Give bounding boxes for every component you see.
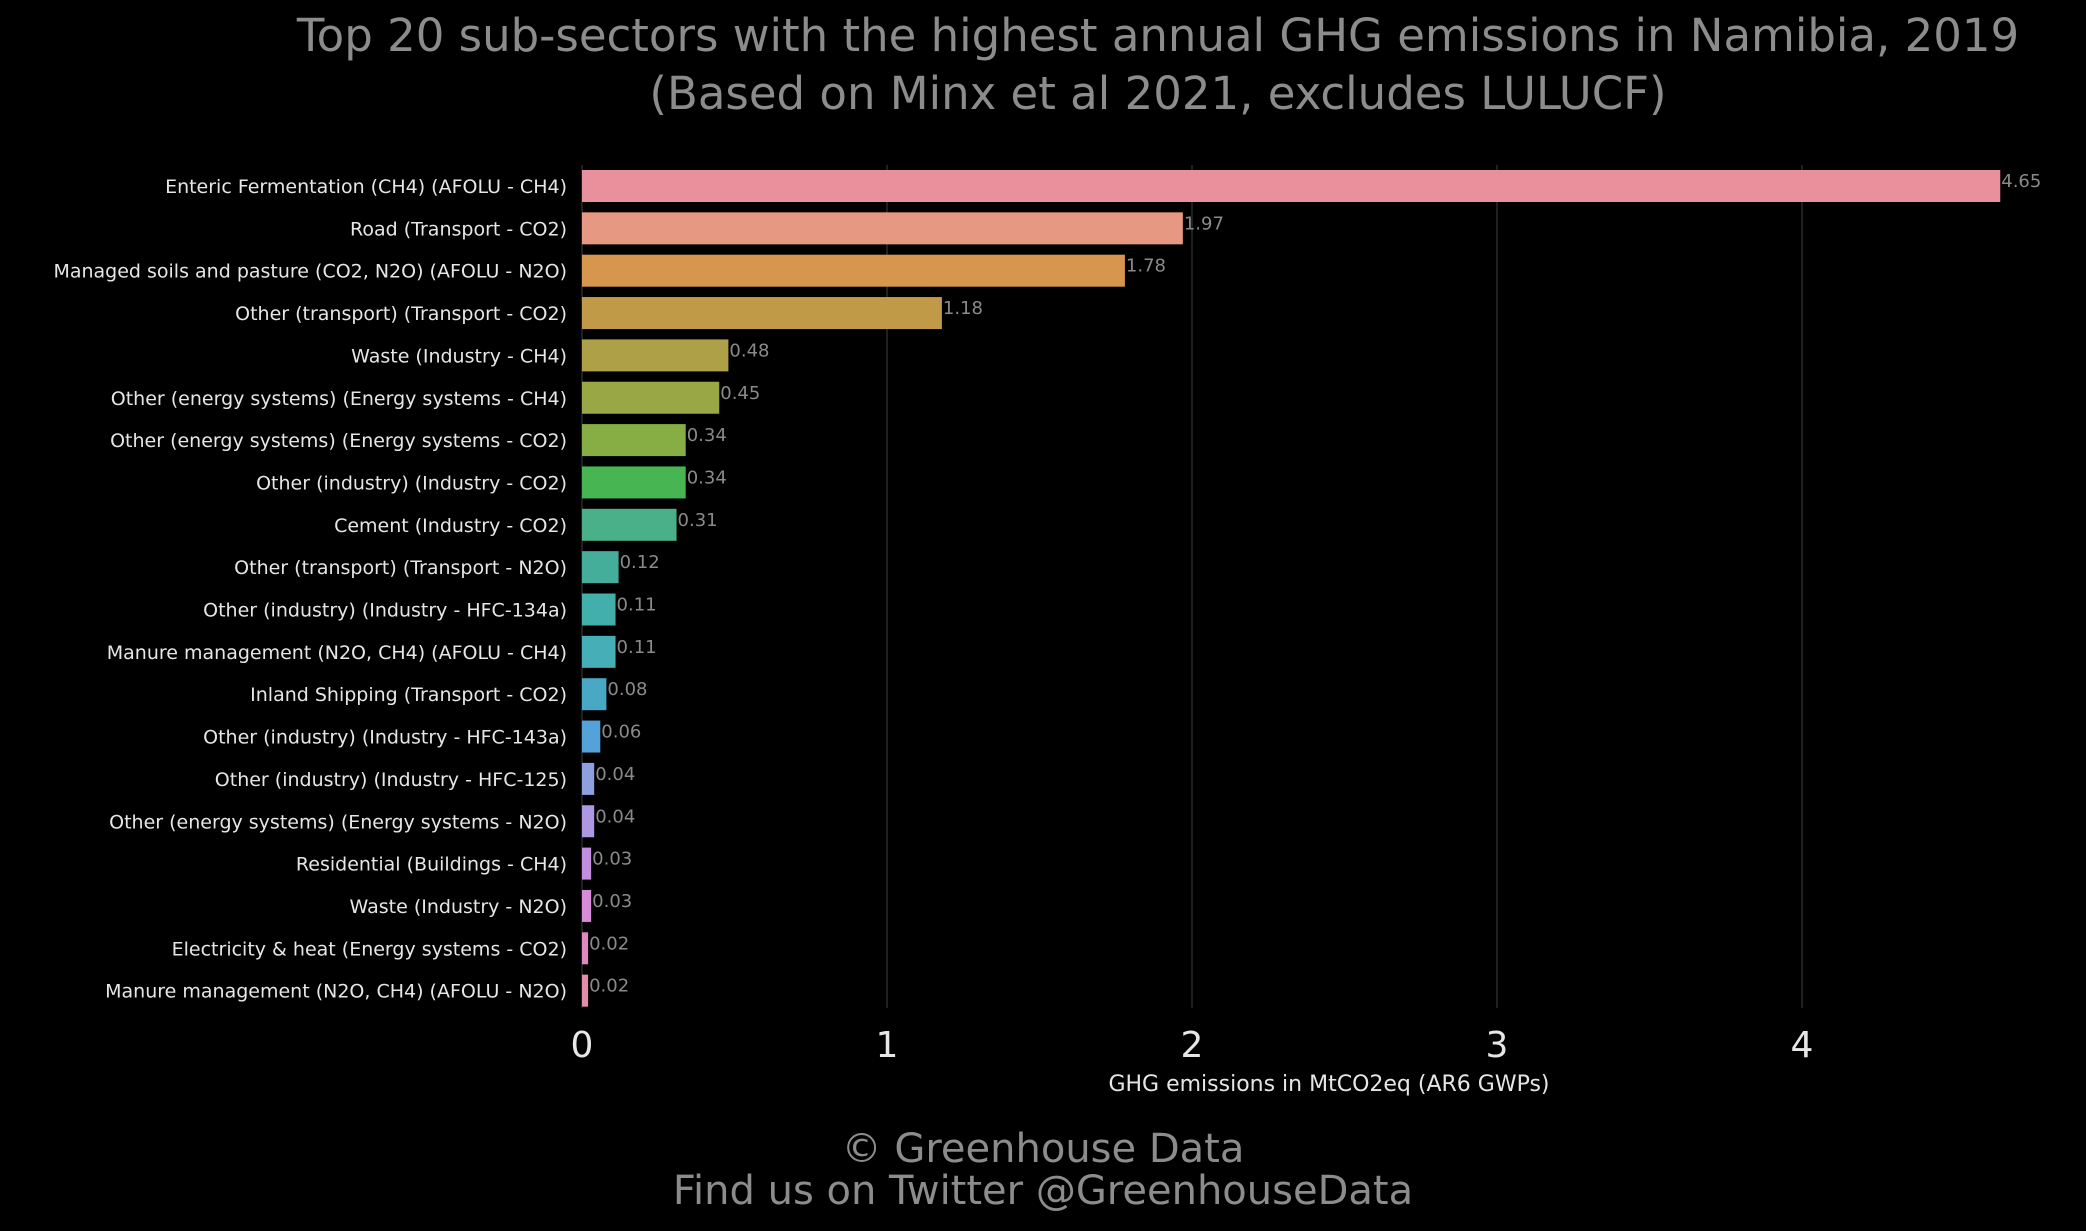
category-label: Other (transport) (Transport - N2O) [234,557,567,579]
x-tick-label: 2 [1181,1025,1204,1066]
bar [582,508,677,541]
bar [582,212,1183,245]
category-label: Waste (Industry - CH4) [351,345,567,367]
value-label: 1.78 [1126,256,1166,277]
bar [582,678,607,711]
x-tick-label: 0 [571,1025,594,1066]
category-label: Other (energy systems) (Energy systems -… [111,388,567,410]
value-label: 0.03 [592,849,632,870]
value-label: 0.02 [589,976,629,997]
category-label: Other (energy systems) (Energy systems -… [109,811,567,833]
chart-title: Top 20 sub-sectors with the highest annu… [296,9,2020,62]
x-tick-label: 4 [1791,1025,1814,1066]
value-label: 4.65 [2001,171,2041,192]
x-axis-title: GHG emissions in MtCO2eq (AR6 GWPs) [1108,1072,1549,1097]
bar [582,762,595,795]
category-label: Manure management (N2O, CH4) (AFOLU - N2… [105,981,567,1003]
category-label: Electricity & heat (Energy systems - CO2… [172,938,567,960]
category-label: Other (industry) (Industry - HFC-134a) [203,600,567,622]
category-label: Waste (Industry - N2O) [350,896,567,918]
value-label: 0.03 [592,891,632,912]
value-label: 1.18 [943,298,983,319]
value-label: 0.48 [729,340,769,361]
bar [582,424,686,457]
category-label: Residential (Buildings - CH4) [296,854,567,876]
value-labels: 4.65 1.97 1.78 1.18 0.48 0.45 0.34 0.34 0.31 0.12… [589,171,2041,997]
category-label: Enteric Fermentation (CH4) (AFOLU - CH4) [165,176,567,198]
value-label: 0.31 [678,510,718,531]
bar [582,974,589,1007]
category-label: Manure management (N2O, CH4) (AFOLU - CH… [107,642,567,664]
category-label: Other (industry) (Industry - HFC-143a) [203,727,567,749]
twitter-credit: Find us on Twitter @GreenhouseData [672,1168,1414,1214]
gridlines [581,165,1803,1008]
bars [582,170,2001,1007]
value-label: 0.04 [595,764,635,785]
x-tick-labels: 0 1 2 3 4 [571,1025,1814,1066]
category-label: Other (industry) (Industry - CO2) [256,472,567,494]
copyright-credit: © Greenhouse Data [841,1126,1245,1172]
category-labels: Enteric Fermentation (CH4) (AFOLU - CH4)… [53,176,567,1003]
category-label: Road (Transport - CO2) [350,218,567,240]
value-label: 0.11 [617,637,657,658]
category-label: Managed soils and pasture (CO2, N2O) (AF… [53,261,567,283]
chart-subtitle: (Based on Minx et al 2021, excludes LULU… [649,67,1667,120]
bar [582,170,2001,202]
category-label: Other (energy systems) (Energy systems -… [110,430,567,452]
category-label: Inland Shipping (Transport - CO2) [250,684,567,706]
bar [582,466,686,499]
value-label: 0.11 [617,595,657,616]
category-label: Other (industry) (Industry - HFC-125) [215,769,567,791]
category-label: Cement (Industry - CO2) [334,515,567,537]
x-tick-label: 1 [876,1025,899,1066]
bar [582,381,720,414]
value-label: 0.08 [607,679,647,700]
bar [582,635,616,668]
bar [582,932,589,965]
value-label: 0.04 [595,806,635,827]
category-label: Other (transport) (Transport - CO2) [235,303,567,325]
bar [582,593,616,626]
value-label: 0.02 [589,933,629,954]
bar [582,297,942,330]
bar [582,847,592,880]
value-label: 0.34 [687,425,727,446]
bar [582,254,1125,287]
value-label: 0.12 [620,552,660,573]
value-label: 0.06 [601,722,641,743]
bar [582,889,592,922]
value-label: 0.45 [720,383,760,404]
bar [582,339,729,372]
bar [582,805,595,838]
x-tick-label: 3 [1486,1025,1509,1066]
value-label: 0.34 [687,467,727,488]
value-label: 1.97 [1184,213,1224,234]
bar [582,720,601,753]
bar [582,551,619,584]
